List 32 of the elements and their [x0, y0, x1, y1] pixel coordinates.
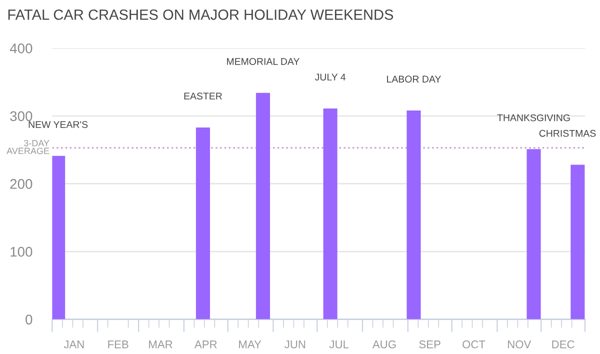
x-tick-label: OCT	[462, 340, 486, 348]
x-tick-label: MAY	[239, 340, 262, 348]
annotation: MEMORIAL DAY	[227, 58, 300, 65]
annotation: JULY 4	[314, 74, 346, 81]
x-tick-label: JUN	[284, 340, 306, 348]
annotation: LABOR DAY	[387, 76, 441, 83]
x-tick-label: MAR	[149, 340, 172, 348]
chart-title: FATAL CAR CRASHES ON MAJOR HOLIDAY WEEKENDS	[8, 10, 394, 20]
x-tick-label: DEC	[552, 340, 574, 348]
y-tick-label: 300	[10, 111, 32, 122]
y-tick-label: 0	[26, 314, 32, 324]
bar	[196, 127, 210, 320]
x-tick-label: JUL	[329, 340, 349, 348]
ref-line-label: 3-DAY AVERAGE	[6, 140, 50, 154]
bar	[570, 164, 585, 320]
y-tick-label: 100	[10, 246, 32, 257]
y-tick-label: 400	[10, 43, 32, 54]
x-tick-label: APR	[194, 340, 217, 348]
x-tick-label: NOV	[508, 340, 532, 348]
bar	[526, 149, 541, 320]
annotation: CHRISTMAS	[539, 130, 596, 137]
y-tick-label: 200	[10, 179, 32, 189]
annotation: EASTER	[184, 92, 222, 100]
bar	[406, 110, 421, 320]
bar	[256, 92, 270, 320]
x-tick-label: AUG	[372, 340, 396, 348]
x-tick-label: FEB	[108, 340, 128, 348]
annotation: THANKSGIVING	[497, 114, 570, 122]
x-tick-label: SEP	[419, 340, 440, 348]
x-tick-label: JAN	[64, 340, 84, 348]
bar	[323, 108, 338, 320]
annotation: NEW YEAR'S	[28, 121, 88, 128]
